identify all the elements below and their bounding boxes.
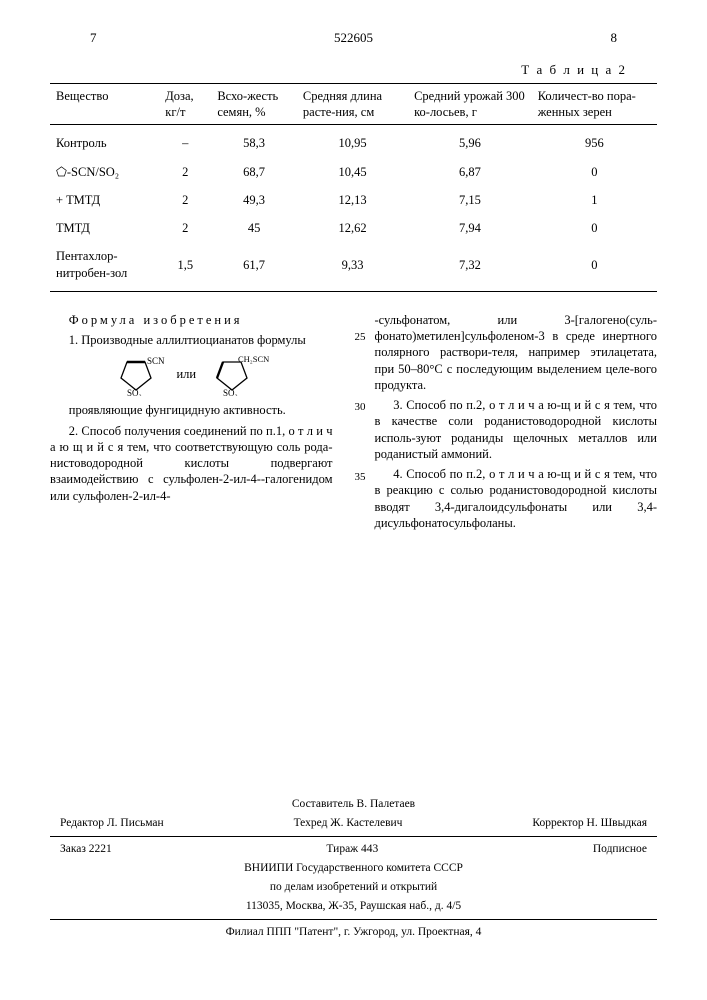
table-cell: Пентахлор-нитробен-зол	[50, 242, 159, 291]
editor: Редактор Л. Письман	[60, 816, 164, 831]
table-cell: 7,94	[408, 214, 532, 242]
order: Заказ 2221	[60, 842, 112, 857]
table-row: + ТМТД249,312,137,151	[50, 186, 657, 214]
line-num: 35	[355, 470, 366, 484]
table-cell: 9,33	[297, 242, 408, 291]
claim-2: 2. Способ получения соединений по п.1, о…	[50, 423, 333, 504]
table-cell: 12,13	[297, 186, 408, 214]
addr: 113035, Москва, Ж-35, Раушская наб., д. …	[50, 897, 657, 916]
or-text: или	[176, 367, 196, 381]
line-num: 25	[355, 330, 366, 344]
table-cell: 10,45	[297, 158, 408, 186]
table-cell: 61,7	[211, 242, 297, 291]
page-num-left: 7	[90, 30, 97, 47]
patent-number: 522605	[334, 30, 373, 47]
table-cell: –	[159, 125, 211, 158]
two-column-body: Формула изобретения 1. Производные аллил…	[50, 312, 657, 535]
corrector: Корректор Н. Швыдкая	[532, 816, 647, 831]
footer: Составитель В. Палетаев Редактор Л. Пись…	[50, 795, 657, 942]
table-cell: 956	[532, 125, 657, 158]
table-cell: 0	[532, 242, 657, 291]
data-table: Вещество Доза, кг/т Всхо-жесть семян, % …	[50, 83, 657, 292]
table-cell: 7,15	[408, 186, 532, 214]
right-column: 25 30 35 -сульфонатом, или 3-[галогено(с…	[357, 312, 658, 535]
svg-text:SO₂: SO₂	[223, 388, 238, 396]
table-cell: ТМТД	[50, 214, 159, 242]
col-head: Количест-во пора-женных зерен	[532, 83, 657, 125]
org2: по делам изобретений и открытий	[50, 878, 657, 897]
section-title: Формула изобретения	[50, 312, 333, 328]
table-cell: 2	[159, 214, 211, 242]
table-row: Пентахлор-нитробен-зол1,561,79,337,320	[50, 242, 657, 291]
col-head: Всхо-жесть семян, %	[211, 83, 297, 125]
subscript: Подписное	[593, 842, 647, 857]
sulfolene-ch2scn-icon: CH₂SCN SO₂	[205, 354, 273, 396]
claim-3: 3. Способ по п.2, о т л и ч а ю-щ и й с …	[375, 397, 658, 462]
table-cell: 1,5	[159, 242, 211, 291]
table-cell: 1	[532, 186, 657, 214]
col-head: Средняя длина расте-ния, см	[297, 83, 408, 125]
footer-compiler: Составитель В. Палетаев	[50, 795, 657, 814]
svg-text:CH₂SCN: CH₂SCN	[238, 354, 269, 364]
table-cell: 6,87	[408, 158, 532, 186]
table-cell: 10,95	[297, 125, 408, 158]
claim-4: 4. Способ по п.2, о т л и ч а ю-щ и й с …	[375, 466, 658, 531]
page-header: 7 522605 8	[50, 30, 657, 50]
sulfolene-scn-icon: SCN SO₂	[109, 354, 167, 396]
table-row: ТМТД24512,627,940	[50, 214, 657, 242]
table-row: ⬠-SCN/SO₂ 268,710,456,870	[50, 158, 657, 186]
col-head: Доза, кг/т	[159, 83, 211, 125]
table-cell: + ТМТД	[50, 186, 159, 214]
table-header-row: Вещество Доза, кг/т Всхо-жесть семян, % …	[50, 83, 657, 125]
tirage: Тираж 443	[326, 842, 378, 857]
table-cell: 58,3	[211, 125, 297, 158]
left-column: Формула изобретения 1. Производные аллил…	[50, 312, 333, 535]
table-cell: 45	[211, 214, 297, 242]
table-row: Контроль–58,310,955,96956	[50, 125, 657, 158]
org1: ВНИИПИ Государственного комитета СССР	[50, 859, 657, 878]
footer-credits: Редактор Л. Письман Техред Ж. Кастелевич…	[50, 814, 657, 833]
svg-text:SO₂: SO₂	[127, 388, 142, 396]
page-num-right: 8	[611, 30, 618, 47]
table-cell: ⬠-SCN/SO₂	[50, 158, 159, 186]
footer-order: Заказ 2221 Тираж 443 Подписное	[50, 840, 657, 859]
claim-1: 1. Производные аллилтиоцианатов формулы	[50, 332, 333, 348]
chem-structures: SCN SO₂ или CH₂SCN SO₂	[50, 354, 333, 396]
table-cell: 2	[159, 186, 211, 214]
table-cell: 0	[532, 214, 657, 242]
table-cell: 7,32	[408, 242, 532, 291]
table-cell: 0	[532, 158, 657, 186]
claim-1b: проявляющие фунгицидную активность.	[50, 402, 333, 418]
table-cell: 5,96	[408, 125, 532, 158]
table-cell: 49,3	[211, 186, 297, 214]
svg-text:SCN: SCN	[147, 356, 165, 366]
col-head: Средний урожай 300 ко-лосьев, г	[408, 83, 532, 125]
table-cell: Контроль	[50, 125, 159, 158]
col-head: Вещество	[50, 83, 159, 125]
techred: Техред Ж. Кастелевич	[294, 816, 403, 831]
filial: Филиал ППП "Патент", г. Ужгород, ул. Про…	[50, 923, 657, 942]
line-num: 30	[355, 400, 366, 414]
table-cell: 68,7	[211, 158, 297, 186]
table-cell: 12,62	[297, 214, 408, 242]
claim-2-cont: -сульфонатом, или 3-[галогено(суль-фонат…	[375, 312, 658, 393]
table-label: Т а б л и ц а 2	[50, 62, 657, 79]
table-cell: 2	[159, 158, 211, 186]
